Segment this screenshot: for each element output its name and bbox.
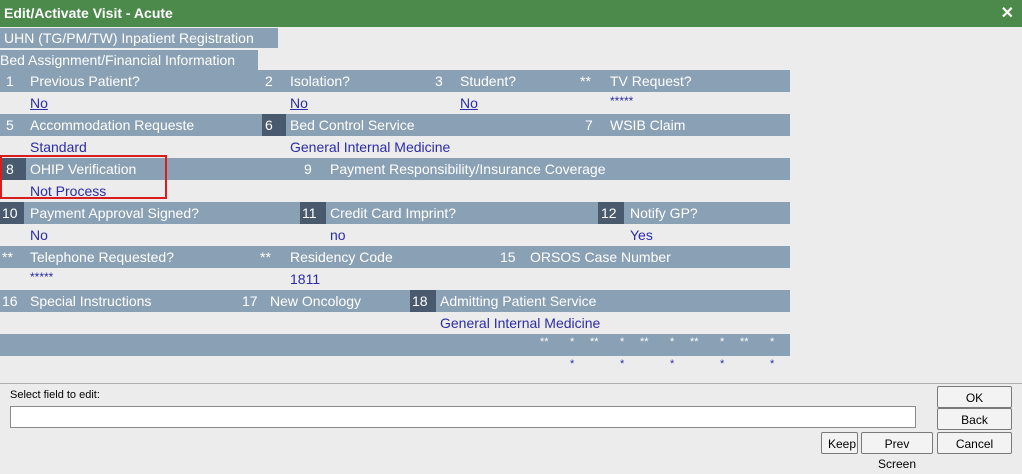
- field-17-number: 17: [242, 293, 258, 309]
- field-7-label[interactable]: WSIB Claim: [610, 117, 686, 133]
- field-11-value: no: [330, 227, 346, 243]
- section-header: Bed Assignment/Financial Information: [0, 50, 258, 70]
- field-5-number: 5: [6, 117, 14, 133]
- field-6-label[interactable]: Bed Control Service: [290, 117, 415, 133]
- extra-row-value-5: *: [770, 358, 775, 370]
- extra-row-label-2: *: [570, 336, 575, 348]
- bottom-separator: [0, 383, 1022, 384]
- field-8-number-box: [0, 158, 26, 180]
- ok-button[interactable]: OK: [937, 386, 1012, 408]
- field-1-label[interactable]: Previous Patient?: [30, 73, 140, 89]
- field-6-value: General Internal Medicine: [290, 139, 451, 155]
- extra-row-label-7: **: [690, 336, 699, 348]
- field-row-6: [0, 290, 790, 312]
- field-12-number: 12: [601, 205, 617, 221]
- extra-row-label-9: **: [740, 336, 749, 348]
- field-1-value[interactable]: No: [30, 95, 48, 111]
- extra-row-label-8: *: [720, 336, 725, 348]
- field-6-number-box: [262, 114, 286, 136]
- extra-row-value-2: *: [620, 358, 625, 370]
- field-1-number: 1: [6, 73, 14, 89]
- field-2-value[interactable]: No: [290, 95, 308, 111]
- extra-row-label-5: **: [640, 336, 649, 348]
- field-telephone-value: *****: [30, 270, 54, 284]
- field-15-number: 15: [500, 249, 516, 265]
- field-5-value: Standard: [30, 139, 87, 155]
- field-10-number: 10: [2, 205, 18, 221]
- field-10-value: No: [30, 227, 48, 243]
- field-9-label[interactable]: Payment Responsibility/Insurance Coverag…: [330, 161, 606, 177]
- field-12-label[interactable]: Notify GP?: [630, 205, 698, 221]
- extra-row-label-1: **: [540, 336, 549, 348]
- extra-row-value-4: *: [720, 358, 725, 370]
- field-8-number: 8: [6, 161, 14, 177]
- window-title-bar: Edit/Activate Visit - Acute ✕: [0, 0, 1022, 27]
- field-5-label[interactable]: Accommodation Requeste: [30, 117, 195, 133]
- field-10-label[interactable]: Payment Approval Signed?: [30, 205, 199, 221]
- field-8-label[interactable]: OHIP Verification: [30, 161, 137, 177]
- ohip-verification-highlight: [0, 155, 167, 199]
- field-telephone-label[interactable]: Telephone Requested?: [30, 249, 175, 265]
- field-18-label[interactable]: Admitting Patient Service: [440, 293, 597, 309]
- field-tv-value: *****: [610, 94, 634, 108]
- field-residency-number: **: [260, 249, 271, 265]
- field-15-label[interactable]: ORSOS Case Number: [530, 249, 671, 265]
- field-residency-label[interactable]: Residency Code: [290, 249, 393, 265]
- back-button[interactable]: Back: [937, 408, 1012, 430]
- field-tv-number: **: [580, 73, 591, 89]
- field-3-value[interactable]: No: [460, 95, 478, 111]
- field-row-7: [0, 334, 790, 356]
- prev-screen-button[interactable]: Prev Screen: [861, 432, 933, 471]
- cancel-button[interactable]: Cancel: [937, 432, 1012, 454]
- close-icon[interactable]: ✕: [1000, 5, 1014, 22]
- window-title: Edit/Activate Visit - Acute: [4, 5, 173, 21]
- field-16-number: 16: [2, 293, 18, 309]
- select-field-prompt: Select field to edit:: [10, 389, 100, 401]
- field-row-3: [0, 158, 790, 180]
- field-tv-label[interactable]: TV Request?: [610, 73, 692, 89]
- field-12-value: Yes: [630, 227, 653, 243]
- field-2-label[interactable]: Isolation?: [290, 73, 350, 89]
- field-10-number-box: [0, 202, 24, 224]
- field-11-number: 11: [302, 205, 317, 221]
- field-11-label[interactable]: Credit Card Imprint?: [330, 205, 457, 221]
- field-18-number-box: [410, 290, 436, 312]
- field-12-number-box: [598, 202, 624, 224]
- field-2-number: 2: [265, 73, 273, 89]
- field-16-label[interactable]: Special Instructions: [30, 293, 152, 309]
- field-8-value: Not Process: [30, 183, 107, 199]
- field-row-1: [0, 70, 790, 92]
- extra-row-value-3: *: [670, 358, 675, 370]
- field-3-label[interactable]: Student?: [460, 73, 517, 89]
- field-18-value: General Internal Medicine: [440, 315, 601, 331]
- registration-header: UHN (TG/PM/TW) Inpatient Registration: [0, 28, 278, 48]
- field-18-number: 18: [412, 293, 428, 309]
- extra-row-label-10: *: [770, 336, 775, 348]
- field-row-2: [0, 114, 790, 136]
- field-9-number: 9: [304, 161, 312, 177]
- field-3-number: 3: [435, 73, 443, 89]
- extra-row-label-6: *: [670, 336, 675, 348]
- extra-row-value-1: *: [570, 358, 575, 370]
- select-field-input[interactable]: [10, 406, 916, 428]
- keep-button[interactable]: Keep: [821, 432, 858, 454]
- field-row-5: [0, 246, 790, 268]
- field-17-label[interactable]: New Oncology: [270, 293, 362, 309]
- field-row-4: [0, 202, 790, 224]
- field-11-number-box: [300, 202, 326, 224]
- extra-row-label-3: **: [590, 336, 599, 348]
- field-6-number: 6: [265, 117, 273, 133]
- extra-row-label-4: *: [620, 336, 625, 348]
- field-telephone-number: **: [2, 249, 13, 265]
- field-7-number: 7: [585, 117, 593, 133]
- field-residency-value: 1811: [290, 271, 321, 287]
